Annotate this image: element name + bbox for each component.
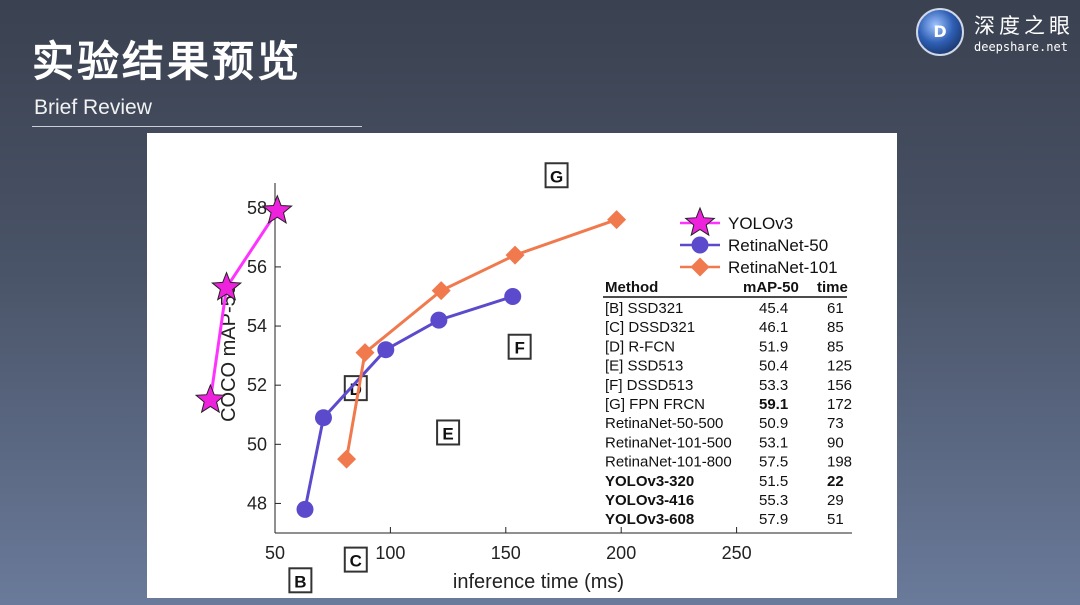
table-cell-map: 45.4: [759, 300, 788, 317]
table-cell-method: [F] DSSD513: [605, 377, 693, 394]
table-cell-time: 51: [827, 511, 844, 528]
legend-label: RetinaNet-101: [728, 258, 838, 277]
table-cell-method: YOLOv3-608: [605, 511, 694, 528]
x-tick-label: 50: [265, 543, 285, 563]
logo-mark: D: [933, 22, 947, 41]
table-cell-time: 198: [827, 454, 852, 471]
table-cell-map: 53.1: [759, 434, 788, 451]
point-retinanet-50: [504, 287, 522, 305]
x-tick-label: 100: [375, 543, 405, 563]
table-cell-method: RetinaNet-101-500: [605, 434, 732, 451]
table-header: time: [817, 279, 848, 296]
table-header: Method: [605, 279, 658, 296]
table-cell-method: YOLOv3-320: [605, 473, 694, 490]
point-yolov3: [261, 194, 293, 225]
point-retinanet-101: [337, 449, 357, 469]
x-tick-label: 200: [606, 543, 636, 563]
x-axis-label: inference time (ms): [453, 571, 624, 593]
legend-label: YOLOv3: [728, 214, 793, 233]
point-retinanet-50: [377, 341, 395, 359]
table-cell-map: 50.9: [759, 415, 788, 432]
series-line-retinanet-101: [345, 218, 618, 460]
point-retinanet-101: [431, 281, 451, 301]
x-tick-label: 250: [722, 543, 752, 563]
table-cell-time: 156: [827, 377, 852, 394]
table-cell-time: 61: [827, 300, 844, 317]
eye-logo-icon: [916, 8, 964, 56]
point-retinanet-101: [505, 245, 525, 265]
point-retinanet-50: [296, 500, 314, 518]
method-label-f: F: [514, 339, 524, 358]
point-retinanet-101: [607, 210, 627, 230]
brand-logo[interactable]: D 深度之眼 deepshare.net: [916, 6, 1078, 60]
page-title: 实验结果预览: [32, 37, 303, 86]
logo-url: deepshare.net: [974, 40, 1068, 54]
legend-label: RetinaNet-50: [728, 236, 828, 255]
table-cell-method: RetinaNet-50-500: [605, 415, 723, 432]
y-axis-label: COCO mAP-50: [218, 284, 240, 422]
point-yolov3: [210, 271, 243, 301]
y-tick-label: 48: [247, 493, 267, 513]
table-cell-time: 29: [827, 492, 844, 509]
point-retinanet-101: [355, 343, 375, 363]
y-tick-label: 56: [247, 257, 267, 277]
table-header: mAP-50: [743, 279, 799, 296]
table-cell-map: 55.3: [759, 492, 788, 509]
table-cell-method: [G] FPN FRCN: [605, 396, 705, 413]
y-tick-label: 50: [247, 434, 267, 454]
x-tick-label: 150: [491, 543, 521, 563]
table-cell-map: 57.9: [759, 511, 788, 528]
method-label-g: G: [550, 167, 563, 186]
chart-panel: 48 50 52 54 56 58 50 100 150 200 250 inference time…: [147, 133, 897, 598]
table-cell-time: 85: [827, 338, 844, 355]
method-label-b: B: [294, 572, 306, 591]
table-cell-time: 90: [827, 434, 844, 451]
y-tick-label: 52: [247, 375, 267, 395]
legend-marker-yolov3: [684, 206, 716, 237]
table-cell-map: 46.1: [759, 319, 788, 336]
method-label-e: E: [442, 424, 453, 443]
y-tick-label: 54: [247, 316, 267, 336]
table-cell-map: 57.5: [759, 454, 788, 471]
page-subtitle: Brief Review: [34, 96, 152, 119]
table-cell-method: [D] R-FCN: [605, 338, 675, 355]
table-cell-map: 50.4: [759, 358, 788, 375]
logo-name: 深度之眼: [974, 14, 1074, 38]
method-label-box: [288, 567, 313, 594]
table-cell-time: 85: [827, 319, 844, 336]
table-cell-map: 51.9: [759, 338, 788, 355]
table-cell-method: [B] SSD321: [605, 300, 683, 317]
table-cell-map: 53.3: [759, 377, 788, 394]
legend-marker-retinanet-101: [690, 257, 710, 277]
series-line-retinanet-50: [303, 295, 514, 510]
table-cell-time: 125: [827, 358, 852, 375]
method-label-box: [436, 419, 461, 446]
table-cell-map: 51.5: [759, 473, 788, 490]
point-yolov3: [194, 383, 226, 414]
chart-svg: 48 50 52 54 56 58 50 100 150 200 250 inference time…: [194, 162, 852, 594]
table-cell-time: 172: [827, 396, 852, 413]
subtitle-divider: [32, 126, 362, 127]
method-label-box: [343, 546, 368, 573]
y-tick-label: 58: [247, 198, 267, 218]
table-cell-time: 73: [827, 415, 844, 432]
point-retinanet-50: [314, 409, 332, 427]
legend-marker-retinanet-50: [691, 236, 709, 254]
table-cell-method: YOLOv3-416: [605, 492, 694, 509]
table-cell-time: 22: [827, 473, 844, 490]
method-label-box: [507, 333, 532, 360]
point-retinanet-50: [430, 311, 448, 329]
method-label-box: [544, 162, 569, 189]
table-cell-method: [E] SSD513: [605, 358, 683, 375]
table-cell-method: [C] DSSD321: [605, 319, 695, 336]
table-cell-method: RetinaNet-101-800: [605, 454, 732, 471]
method-label-c: C: [350, 552, 362, 571]
table-cell-map: 59.1: [759, 396, 788, 413]
